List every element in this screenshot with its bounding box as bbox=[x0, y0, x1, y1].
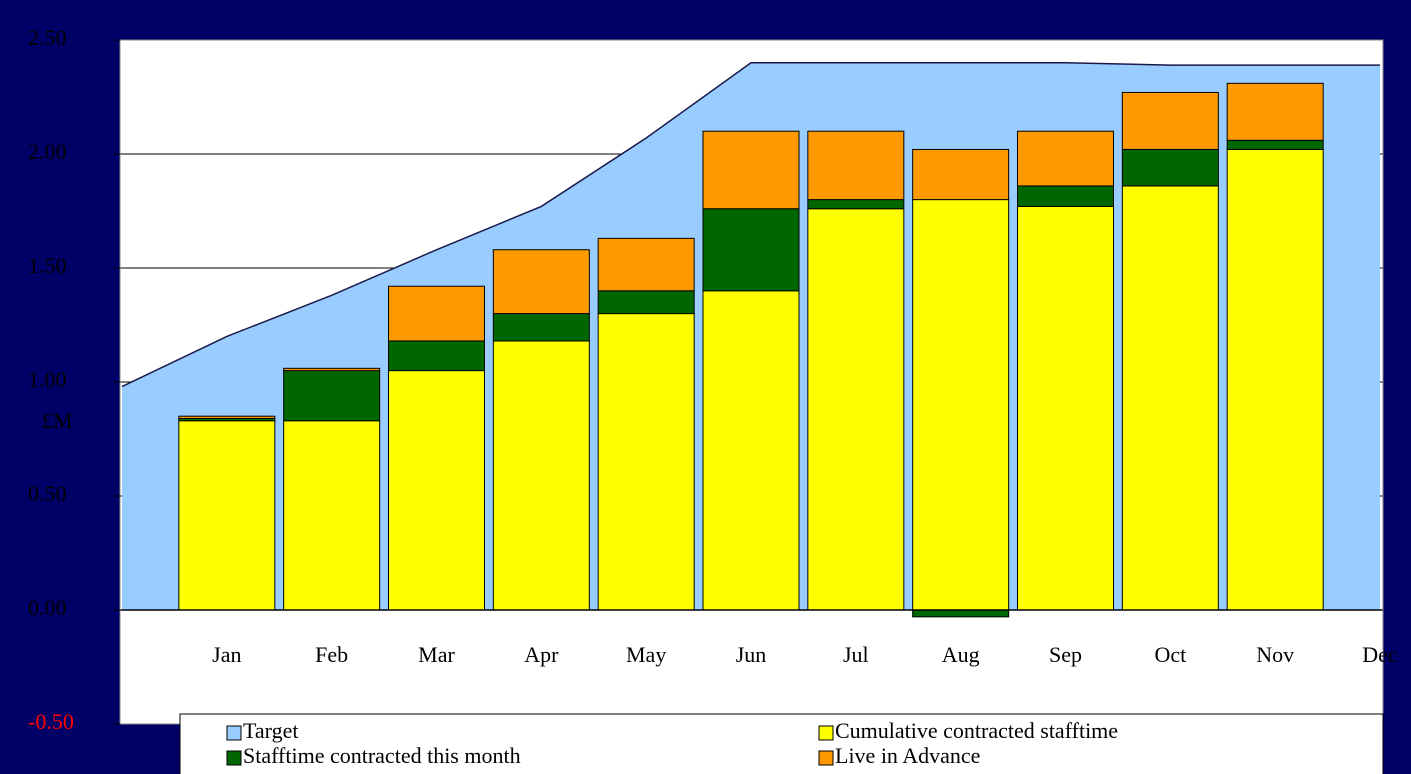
y-tick-label: 1.00 bbox=[28, 367, 67, 392]
legend-box bbox=[179, 713, 1384, 774]
bar-segment bbox=[1017, 185, 1114, 207]
x-tick-label: Jul bbox=[843, 642, 869, 667]
x-tick-label: Dec bbox=[1362, 642, 1398, 667]
x-tick-label: Apr bbox=[524, 642, 559, 667]
x-tick-label: May bbox=[626, 642, 666, 667]
legend-swatch bbox=[818, 750, 834, 766]
legend-label: Live in Advance bbox=[835, 743, 980, 768]
bar-segment bbox=[283, 367, 381, 372]
bar-segment bbox=[597, 313, 695, 611]
bar-segment bbox=[1226, 148, 1324, 611]
y-tick-label: 2.50 bbox=[28, 25, 67, 50]
bar-segment bbox=[283, 420, 381, 611]
bar-segment bbox=[1226, 82, 1324, 141]
bar-segment bbox=[702, 208, 800, 292]
bar-segment bbox=[492, 249, 590, 315]
bar-segment bbox=[1121, 185, 1219, 611]
bar-segment bbox=[492, 340, 590, 611]
bar-segment bbox=[178, 415, 276, 419]
legend-label: Cumulative contracted stafftime bbox=[835, 718, 1118, 743]
target-line bbox=[121, 62, 1380, 388]
bar-segment bbox=[807, 130, 905, 201]
legend-swatch bbox=[226, 725, 242, 741]
bar-segment bbox=[388, 340, 485, 372]
bar-segment bbox=[702, 130, 800, 210]
x-tick-label: Feb bbox=[315, 642, 348, 667]
bar-segment bbox=[597, 237, 695, 292]
bar-segment bbox=[388, 285, 485, 342]
bar-segment bbox=[807, 208, 905, 611]
y-tick-label: 0.50 bbox=[28, 481, 67, 506]
bar-segment bbox=[388, 370, 485, 611]
bar-segment bbox=[283, 370, 381, 422]
bar-segment bbox=[178, 420, 276, 611]
x-tick-label: Jan bbox=[212, 642, 241, 667]
x-tick-label: Aug bbox=[942, 642, 980, 667]
legend-swatch bbox=[818, 725, 834, 741]
bar-segment bbox=[702, 290, 800, 611]
bar-segment bbox=[1121, 148, 1219, 187]
y-tick-label: 1.50 bbox=[28, 253, 67, 278]
bar-segment bbox=[1226, 139, 1324, 150]
bar-segment bbox=[912, 199, 1010, 611]
bar-segment bbox=[492, 313, 590, 342]
x-tick-label: Nov bbox=[1256, 642, 1294, 667]
x-tick-label: Mar bbox=[418, 642, 455, 667]
bar-segment bbox=[912, 148, 1010, 201]
bar-segment bbox=[1017, 205, 1114, 611]
y-tick-label: 2.00 bbox=[28, 139, 67, 164]
legend-swatch bbox=[226, 750, 242, 766]
y-tick-label: -0.50 bbox=[28, 709, 74, 734]
legend-label: Target bbox=[243, 718, 298, 743]
x-tick-label: Sep bbox=[1049, 642, 1082, 667]
x-tick-label: Oct bbox=[1154, 642, 1186, 667]
x-tick-label: Jun bbox=[736, 642, 767, 667]
legend-label: Stafftime contracted this month bbox=[243, 743, 521, 768]
y-tick-label: 0.00 bbox=[28, 595, 67, 620]
bar-segment bbox=[1017, 130, 1114, 187]
bar-segment bbox=[912, 609, 1010, 618]
bar-segment bbox=[807, 199, 905, 210]
bar-segment bbox=[1121, 91, 1219, 150]
y-axis-label: £M bbox=[42, 408, 73, 433]
bar-segment bbox=[597, 290, 695, 315]
